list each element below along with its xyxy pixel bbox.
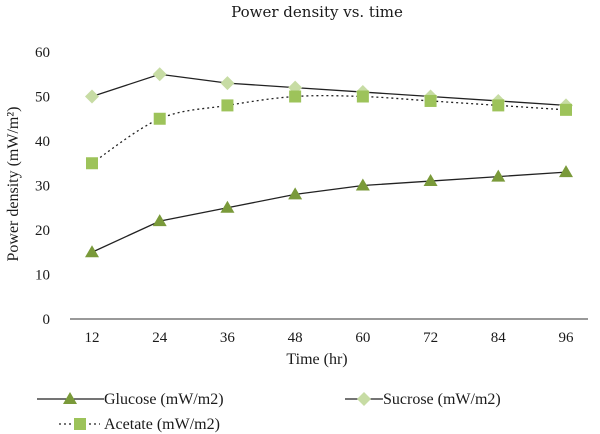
y-tick-label: 0: [43, 312, 51, 328]
x-tick-label: 24: [152, 330, 168, 346]
data-point-glucose: [491, 169, 506, 182]
data-point-sucrose: [152, 67, 167, 82]
y-tick-label: 10: [35, 268, 50, 284]
data-point-glucose: [288, 187, 303, 200]
x-tick-label: 12: [85, 330, 100, 346]
legend-item-acetate: Acetate (mW/m2): [59, 416, 220, 433]
legend-marker-sucrose: [357, 392, 371, 406]
x-tick-label: 36: [220, 330, 236, 346]
data-point-glucose: [152, 214, 167, 227]
chart-title: Power density vs. time: [231, 3, 403, 21]
data-point-glucose: [220, 200, 235, 213]
data-point-sucrose: [85, 89, 99, 104]
series-line-sucrose: [91, 73, 567, 107]
series-layer: [85, 67, 573, 258]
legend-marker-glucose: [63, 392, 77, 404]
series-line-glucose: [91, 171, 567, 253]
y-tick-label: 60: [35, 45, 50, 61]
data-point-acetate: [153, 112, 166, 125]
x-tick-label: 48: [288, 330, 303, 346]
data-point-acetate: [560, 103, 572, 116]
legend-label-sucrose: Sucrose (mW/m2): [383, 391, 501, 408]
y-axis: 0 10 20 30 40 50 60: [35, 45, 50, 328]
legend-marker-acetate: [74, 418, 86, 430]
data-point-glucose: [559, 165, 573, 178]
y-tick-label: 30: [35, 179, 50, 195]
x-tick-label: 96: [559, 330, 575, 346]
data-point-acetate: [221, 99, 234, 112]
x-axis: 12 24 36 48 60 72 84 96: [85, 330, 575, 346]
data-point-acetate: [492, 99, 505, 112]
data-point-sucrose: [220, 76, 235, 91]
data-point-glucose: [423, 174, 438, 187]
legend: Glucose (mW/m2) Acetate (mW/m2) Sucrose …: [37, 391, 501, 433]
data-point-acetate: [424, 94, 437, 107]
y-tick-label: 50: [35, 90, 50, 106]
data-point-glucose: [355, 178, 370, 191]
y-tick-label: 40: [35, 134, 50, 150]
y-axis-label: Power density (mW/m²): [5, 107, 22, 262]
legend-label-acetate: Acetate (mW/m2): [104, 416, 220, 433]
data-point-acetate: [289, 90, 302, 103]
legend-label-glucose: Glucose (mW/m2): [104, 391, 224, 408]
data-point-glucose: [85, 245, 99, 258]
x-tick-label: 72: [423, 330, 438, 346]
data-point-acetate: [86, 157, 98, 170]
y-tick-label: 20: [35, 223, 50, 239]
data-point-acetate: [356, 90, 369, 103]
x-tick-label: 84: [491, 330, 507, 346]
legend-item-glucose: Glucose (mW/m2): [37, 391, 224, 408]
x-tick-label: 60: [355, 330, 370, 346]
x-axis-label: Time (hr): [286, 351, 347, 368]
legend-item-sucrose: Sucrose (mW/m2): [345, 391, 501, 408]
